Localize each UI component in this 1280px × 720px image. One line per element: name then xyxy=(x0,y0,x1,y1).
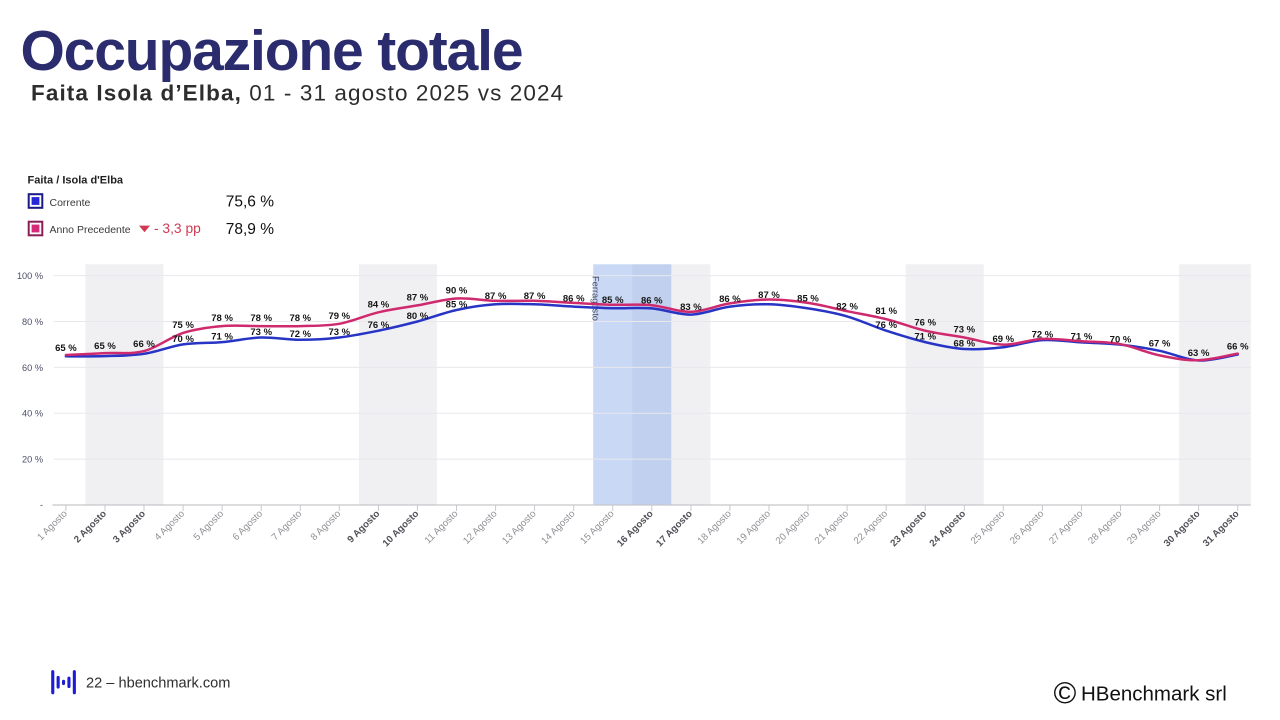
svg-text:86 %: 86 % xyxy=(641,296,663,307)
svg-text:Ferragosto: Ferragosto xyxy=(591,276,601,321)
svg-text:80 %: 80 % xyxy=(22,317,43,327)
svg-text:66 %: 66 % xyxy=(133,339,155,350)
svg-text:65 %: 65 % xyxy=(55,343,77,354)
svg-text:71 %: 71 % xyxy=(211,332,233,343)
svg-text:73 %: 73 % xyxy=(328,327,350,338)
svg-text:72 %: 72 % xyxy=(1032,329,1054,340)
svg-text:71 %: 71 % xyxy=(1071,332,1093,343)
svg-text:82 %: 82 % xyxy=(836,302,858,313)
svg-text:78 %: 78 % xyxy=(289,313,311,324)
svg-text:Anno Precedente: Anno Precedente xyxy=(50,224,131,236)
svg-text:78 %: 78 % xyxy=(250,313,272,324)
svg-text:66 %: 66 % xyxy=(1227,341,1249,352)
svg-text:©: © xyxy=(1054,676,1077,711)
svg-text:Faita Isola d’Elba, 01 - 31 ag: Faita Isola d’Elba, 01 - 31 agosto 2025 … xyxy=(31,81,564,106)
svg-text:67 %: 67 % xyxy=(1149,339,1171,350)
svg-text:81 %: 81 % xyxy=(875,306,897,317)
svg-text:Corrente: Corrente xyxy=(50,197,91,209)
svg-text:72 %: 72 % xyxy=(289,329,311,340)
svg-text:76 %: 76 % xyxy=(368,320,390,331)
svg-text:-: - xyxy=(40,500,43,510)
svg-text:- 3,3 pp: - 3,3 pp xyxy=(154,221,201,236)
svg-text:85 %: 85 % xyxy=(446,299,468,310)
svg-text:87 %: 87 % xyxy=(485,291,507,302)
svg-text:78,9 %: 78,9 % xyxy=(226,221,274,238)
svg-text:85 %: 85 % xyxy=(797,293,819,304)
svg-text:100 %: 100 % xyxy=(17,271,43,281)
svg-text:60 %: 60 % xyxy=(22,363,43,373)
svg-text:86 %: 86 % xyxy=(563,293,585,304)
svg-text:87 %: 87 % xyxy=(524,291,546,302)
svg-text:83 %: 83 % xyxy=(680,302,702,313)
svg-text:75 %: 75 % xyxy=(172,320,194,331)
svg-text:90 %: 90 % xyxy=(446,286,468,297)
svg-text:85 %: 85 % xyxy=(602,295,624,306)
svg-text:Faita / Isola d'Elba: Faita / Isola d'Elba xyxy=(28,175,124,187)
svg-text:79 %: 79 % xyxy=(328,311,350,322)
svg-text:73 %: 73 % xyxy=(953,325,975,336)
svg-text:70 %: 70 % xyxy=(172,334,194,345)
svg-text:76 %: 76 % xyxy=(914,318,936,329)
svg-text:75,6 %: 75,6 % xyxy=(226,193,274,210)
svg-text:71 %: 71 % xyxy=(914,332,936,343)
svg-text:20 %: 20 % xyxy=(22,455,43,465)
svg-text:40 %: 40 % xyxy=(22,409,43,419)
svg-text:63 %: 63 % xyxy=(1188,348,1210,359)
svg-text:78 %: 78 % xyxy=(211,313,233,324)
svg-text:87 %: 87 % xyxy=(758,290,780,301)
svg-text:87 %: 87 % xyxy=(407,292,429,303)
svg-text:86 %: 86 % xyxy=(719,294,741,305)
svg-text:22 – hbenchmark.com: 22 – hbenchmark.com xyxy=(86,676,230,692)
svg-text:70 %: 70 % xyxy=(1110,335,1132,346)
svg-text:69 %: 69 % xyxy=(992,334,1014,345)
svg-text:76 %: 76 % xyxy=(875,320,897,331)
svg-text:84 %: 84 % xyxy=(368,299,390,310)
svg-text:68 %: 68 % xyxy=(953,338,975,349)
svg-text:80 %: 80 % xyxy=(407,311,429,322)
svg-text:HBenchmark srl: HBenchmark srl xyxy=(1081,682,1227,705)
svg-text:65 %: 65 % xyxy=(94,341,116,352)
svg-text:73 %: 73 % xyxy=(250,327,272,338)
svg-text:Occupazione totale: Occupazione totale xyxy=(21,19,523,83)
